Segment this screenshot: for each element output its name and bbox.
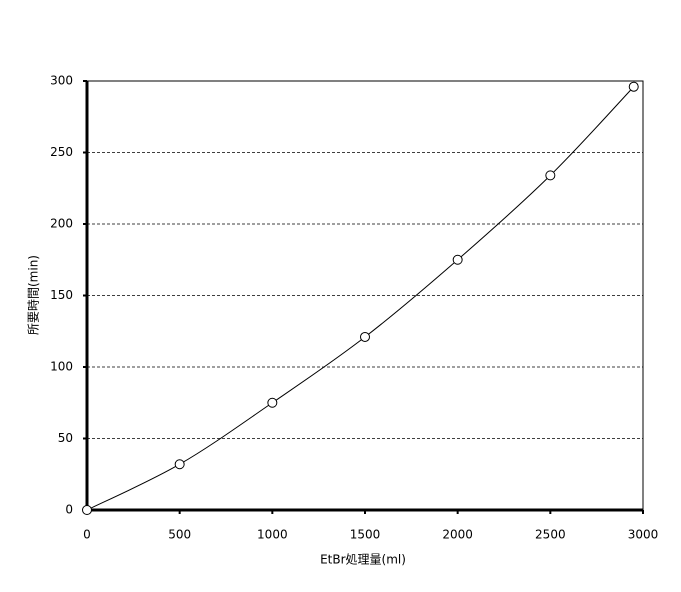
data-point	[628, 81, 639, 92]
y-tick-label: 100	[50, 360, 73, 374]
data-point	[545, 170, 556, 181]
x-tick-label: 3000	[628, 528, 659, 542]
y-tick-label: 250	[50, 145, 73, 159]
y-axis-label: 所要時間(min)	[27, 255, 41, 335]
data-point	[82, 505, 92, 515]
data-point	[174, 459, 185, 470]
x-tick-label: 0	[83, 528, 91, 542]
x-tick-label: 500	[168, 528, 191, 542]
y-tick-label: 200	[50, 217, 73, 231]
x-tick-label: 1000	[257, 528, 288, 542]
x-tick-label: 2000	[442, 528, 473, 542]
y-tick-label: 50	[58, 431, 73, 445]
data-point	[360, 331, 370, 342]
y-tick-label: 0	[65, 503, 73, 517]
data-point	[452, 254, 463, 265]
x-tick-label: 1500	[350, 528, 381, 542]
x-tick-label: 2500	[535, 528, 566, 542]
series-line	[86, 86, 635, 511]
data-point	[267, 397, 278, 408]
x-axis-label: EtBr処理量(ml)	[320, 553, 406, 567]
y-tick-label: 300	[50, 74, 73, 88]
y-tick-label: 150	[50, 288, 73, 302]
